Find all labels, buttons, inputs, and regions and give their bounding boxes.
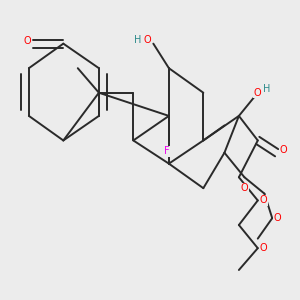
Text: O: O xyxy=(260,243,267,253)
Text: O: O xyxy=(24,36,32,46)
Text: O: O xyxy=(241,183,248,193)
Text: O: O xyxy=(280,145,287,155)
Text: F: F xyxy=(164,146,169,156)
Text: H: H xyxy=(134,34,142,44)
Text: O: O xyxy=(144,34,152,44)
Text: H: H xyxy=(263,84,270,94)
Text: O: O xyxy=(260,196,267,206)
Text: O: O xyxy=(274,213,282,223)
Text: O: O xyxy=(254,88,262,98)
